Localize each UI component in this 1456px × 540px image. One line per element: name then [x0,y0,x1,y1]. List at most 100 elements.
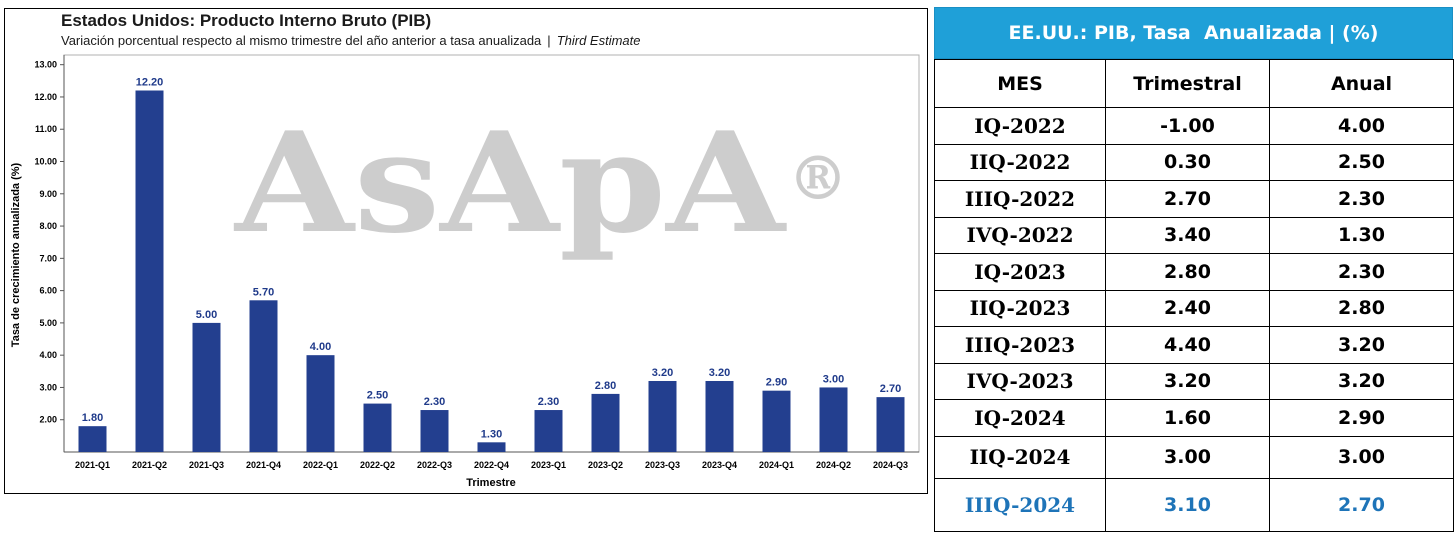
x-tick-label: 2022-Q4 [474,460,509,470]
chart-title: Estados Unidos: Producto Interno Bruto (… [61,11,432,30]
cell-mes: IIQ-2024 [934,435,1106,479]
y-tick-label: 2.00 [39,415,57,425]
y-tick-label: 12.00 [34,92,57,102]
bar-value-label: 5.70 [253,286,274,298]
y-tick-label: 11.00 [35,124,57,134]
bar-value-label: 1.80 [82,412,103,424]
watermark-symbol: ® [788,144,848,214]
bar-value-labels: 1.80 12.20 5.00 5.70 4.00 2.50 2.30 1.30 2.30 2.8… [82,77,901,441]
bar-value-label: 3.00 [823,373,844,385]
bar-2021-Q2 [135,90,164,453]
x-tick-label: 2023-Q3 [645,460,680,470]
cell-mes: IIQ-2023 [934,289,1106,327]
chart-subtitle-separator: | [547,33,551,48]
y-tick-label: 8.00 [39,221,57,231]
x-tick-label: 2023-Q2 [588,460,623,470]
bar-2022-Q1 [306,355,335,452]
chart-subtitle-estimate: Third Estimate [556,33,641,48]
x-axis-label: Trimestre [466,477,516,489]
table-row: IIQ-2022 0.30 2.50 [934,143,1454,181]
table-row: IIQ-2023 2.40 2.80 [934,289,1454,327]
x-tick-label: 2021-Q2 [132,460,167,470]
table-header-row: MES Trimestral Anual [934,59,1454,108]
table-row: IQ-2024 1.60 2.90 [934,399,1454,437]
cell-mes: IIIQ-2023 [934,326,1106,364]
bar-2023-Q4 [705,380,734,452]
cell-mes: IVQ-2022 [934,216,1106,254]
bar-value-label: 3.20 [652,367,673,379]
cell-anual: 3.00 [1269,435,1454,479]
y-tick-label: 9.00 [39,189,57,199]
bar-value-label: 2.50 [367,390,388,402]
cell-anual: 2.80 [1269,289,1454,327]
x-tick-label: 2022-Q1 [303,460,338,470]
chart-subtitle-text: Variación porcentual respecto al mismo t… [61,33,542,48]
bar-value-label: 1.30 [481,428,502,440]
x-tick-label: 2022-Q3 [417,460,452,470]
bar-2023-Q3 [648,380,677,452]
cell-trimestral: 3.10 [1105,477,1270,532]
y-tick-label: 6.00 [39,286,57,296]
cell-trimestral: 1.60 [1105,399,1270,437]
cell-trimestral: 2.80 [1105,253,1270,291]
y-tick-label: 7.00 [39,253,57,263]
cell-anual: 4.00 [1269,107,1454,145]
cell-anual: 3.20 [1269,326,1454,364]
x-tick-label: 2021-Q1 [75,460,110,470]
cell-trimestral: -1.00 [1105,107,1270,145]
x-axis-ticks: 2021-Q1 2021-Q2 2021-Q3 2021-Q4 2022-Q1 2022-… [75,460,908,470]
bar-value-label: 4.00 [310,341,331,353]
y-axis-ticks: 2.00 3.00 4.00 5.00 6.00 7.00 8.00 9.00 10.00 11.… [34,60,64,425]
bar-chart: AsApA ® 2.00 3.00 4.00 5.00 6.00 7.00 8.00 9.00… [10,54,920,489]
bar-value-label: 2.30 [538,396,559,408]
column-header-trimestral: Trimestral [1105,59,1270,108]
chart-subtitle: Variación porcentual respecto al mismo t… [61,33,641,48]
bar-value-label: 2.70 [880,383,901,395]
x-tick-label: 2024-Q1 [759,460,794,470]
bar-2024-Q3 [876,397,905,452]
table-row: IQ-2023 2.80 2.30 [934,253,1454,291]
cell-anual: 3.20 [1269,362,1454,400]
table-row: IIIQ-2022 2.70 2.30 [934,180,1454,218]
bar-value-label: 2.90 [766,377,787,389]
table-row-latest: IIIQ-2024 3.10 2.70 [934,477,1454,532]
x-tick-label: 2023-Q1 [531,460,566,470]
cell-trimestral: 3.40 [1105,216,1270,254]
cell-mes: IIIQ-2022 [934,180,1106,218]
chart-panel: Estados Unidos: Producto Interno Bruto (… [4,8,928,494]
bar-value-label: 2.30 [424,396,445,408]
cell-mes: IQ-2024 [934,399,1106,437]
cell-anual: 2.50 [1269,143,1454,181]
cell-mes: IQ-2023 [934,253,1106,291]
table-row: IIQ-2024 3.00 3.00 [934,435,1454,479]
cell-trimestral: 3.20 [1105,362,1270,400]
bar-2024-Q2 [819,387,848,452]
x-tick-label: 2024-Q2 [816,460,851,470]
bar-2022-Q3 [420,410,449,452]
bar-2023-Q2 [591,393,620,452]
cell-anual: 2.70 [1269,477,1454,532]
y-tick-label: 13.00 [34,60,57,70]
cell-trimestral: 3.00 [1105,435,1270,479]
y-tick-label: 4.00 [39,350,57,360]
gdp-table-panel: EE.UU.: PIB, Tasa Anualizada | (%) MES T… [934,7,1454,538]
table-row: IVQ-2022 3.40 1.30 [934,216,1454,254]
cell-trimestral: 4.40 [1105,326,1270,364]
bar-value-label: 5.00 [196,309,217,321]
table-row: IVQ-2023 3.20 3.20 [934,362,1454,400]
bar-2021-Q4 [249,300,278,452]
table-row: IQ-2022 -1.00 4.00 [934,107,1454,145]
bar-2023-Q1 [534,410,563,452]
cell-trimestral: 2.70 [1105,180,1270,218]
x-tick-label: 2021-Q4 [246,460,281,470]
bar-2022-Q4 [477,442,506,452]
cell-anual: 1.30 [1269,216,1454,254]
table-header: EE.UU.: PIB, Tasa Anualizada | (%) [934,7,1453,59]
bar-series [78,90,905,453]
gdp-table: MES Trimestral Anual IQ-2022 -1.00 4.00 … [934,59,1454,532]
x-tick-label: 2022-Q2 [360,460,395,470]
cell-mes: IIQ-2022 [934,143,1106,181]
x-tick-label: 2023-Q4 [702,460,737,470]
bar-value-label: 2.80 [595,380,616,392]
cell-trimestral: 0.30 [1105,143,1270,181]
